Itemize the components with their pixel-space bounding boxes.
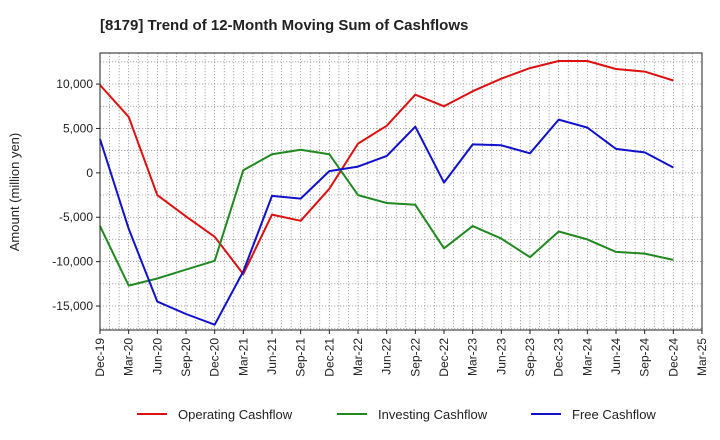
y-tick-label: 0 — [86, 166, 93, 180]
series-lines — [99, 60, 674, 326]
legend-label-free-cashflow: Free Cashflow — [572, 407, 656, 422]
grid — [100, 53, 702, 330]
chart-title: [8179] Trend of 12-Month Moving Sum of C… — [100, 17, 468, 34]
x-tick-label: Dec-23 — [552, 338, 566, 377]
x-tick-label: Mar-25 — [695, 338, 709, 376]
x-tick-label: Mar-23 — [466, 338, 480, 376]
x-tick-label: Sep-21 — [294, 338, 308, 377]
x-tick-label: Dec-21 — [322, 338, 336, 377]
x-tick-label: Dec-24 — [666, 338, 680, 377]
y-axis-label: Amount (million yen) — [7, 133, 22, 252]
x-tick-label: Jun-22 — [380, 338, 394, 375]
x-tick-label: Jun-21 — [265, 338, 279, 375]
x-tick-label: Mar-22 — [351, 338, 365, 376]
x-tick-label: Mar-20 — [122, 338, 136, 376]
x-tick-label: Sep-24 — [638, 338, 652, 377]
x-tick-label: Sep-20 — [179, 338, 193, 377]
series-line-operating-cashflow — [99, 60, 674, 276]
y-tick-label: -15,000 — [52, 299, 93, 313]
x-tick-label: Jun-23 — [494, 338, 508, 375]
series-line-investing-cashflow — [99, 148, 674, 287]
x-tick-label: Mar-24 — [580, 338, 594, 376]
legend: Operating Cashflow Investing Cashflow Free… — [137, 407, 656, 422]
x-tick-label: Jun-20 — [150, 338, 164, 375]
y-tick-label: 10,000 — [56, 77, 93, 91]
legend-label-operating-cashflow: Operating Cashflow — [178, 407, 293, 422]
x-tick-label: Jun-24 — [609, 338, 623, 375]
legend-label-investing-cashflow: Investing Cashflow — [378, 407, 488, 422]
x-tick-label: Dec-22 — [437, 338, 451, 377]
series-line-free-cashflow — [99, 118, 674, 326]
x-tick-label: Mar-21 — [236, 338, 250, 376]
y-tick-label: -5,000 — [59, 210, 93, 224]
axes: 10,000 5,000 0 -5,000 -10,000 -15,000 Dec-19 Ma… — [52, 77, 709, 377]
y-tick-label: -10,000 — [52, 255, 93, 269]
plot-frame — [99, 52, 703, 331]
y-tick-label: 5,000 — [63, 121, 93, 135]
x-tick-label: Sep-23 — [523, 338, 537, 377]
x-tick-label: Sep-22 — [408, 338, 422, 377]
x-tick-label: Dec-20 — [208, 338, 222, 377]
x-tick-label: Dec-19 — [93, 338, 107, 377]
